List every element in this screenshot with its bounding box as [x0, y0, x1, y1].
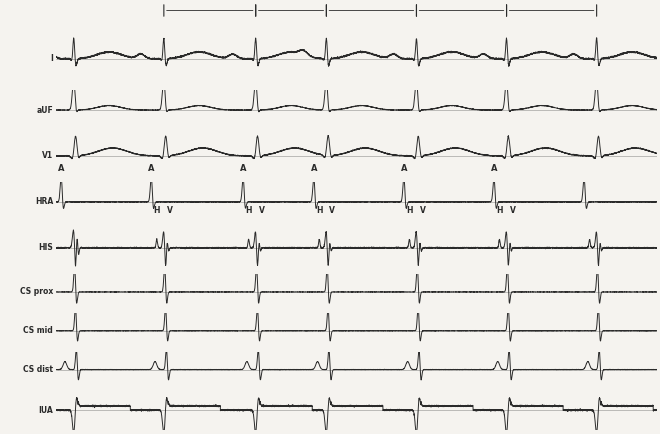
Text: HIS: HIS [38, 243, 53, 252]
Text: V1: V1 [42, 151, 53, 161]
Text: A: A [491, 164, 498, 173]
Text: V: V [510, 207, 515, 215]
Text: H: H [246, 207, 252, 215]
Text: A: A [311, 164, 317, 173]
Text: V: V [329, 207, 335, 215]
Text: H: H [316, 207, 323, 215]
Text: aUF: aUF [36, 105, 53, 115]
Text: I: I [50, 54, 53, 63]
Text: HRA: HRA [35, 197, 53, 206]
Text: V: V [259, 207, 265, 215]
Text: CS mid: CS mid [23, 326, 53, 335]
Text: A: A [401, 164, 407, 173]
Text: A: A [58, 164, 65, 173]
Text: CS prox: CS prox [20, 287, 53, 296]
Text: A: A [240, 164, 247, 173]
Text: H: H [154, 207, 160, 215]
Text: V: V [420, 207, 426, 215]
Text: V: V [167, 207, 173, 215]
Text: H: H [406, 207, 412, 215]
Text: CS dist: CS dist [23, 365, 53, 374]
Text: A: A [148, 164, 154, 173]
Text: H: H [496, 207, 503, 215]
Text: IUA: IUA [38, 406, 53, 414]
